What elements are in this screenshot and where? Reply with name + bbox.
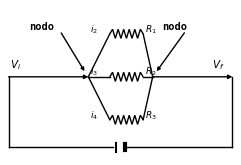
- Text: $i_2$: $i_2$: [89, 24, 97, 36]
- Text: $i_3$: $i_3$: [89, 66, 98, 78]
- Text: nodo: nodo: [162, 22, 187, 32]
- Text: $R_2$: $R_2$: [145, 66, 157, 78]
- Text: $V_f$: $V_f$: [212, 59, 225, 72]
- Text: $i_4$: $i_4$: [89, 110, 98, 122]
- Text: $R_1$: $R_1$: [145, 24, 157, 36]
- Text: $R_3$: $R_3$: [145, 110, 157, 122]
- Text: nodo: nodo: [29, 22, 54, 32]
- Text: $V_i$: $V_i$: [10, 59, 21, 72]
